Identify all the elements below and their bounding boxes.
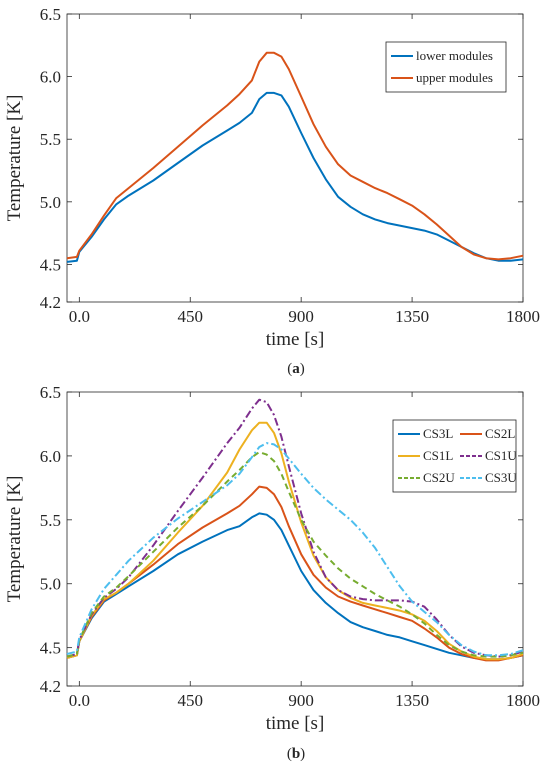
series-line-cs3u [66, 442, 524, 657]
x-tick-label: 0.0 [69, 691, 90, 710]
x-tick-label: 900 [288, 307, 314, 326]
legend-label: upper modules [416, 70, 493, 85]
x-tick-label: 450 [177, 691, 203, 710]
x-tick-label: 1800 [506, 307, 540, 326]
y-tick-label: 4.2 [40, 293, 61, 312]
x-tick-label: 1800 [506, 691, 540, 710]
chart-panel-a: 0.0 450 900 1350 1800 4.2 4.5 5.0 5.5 6.0 6.5 time … [4, 5, 540, 350]
x-tick-label: 900 [288, 691, 314, 710]
series-line-cs1l [66, 421, 524, 661]
legend-label: lower modules [416, 48, 493, 63]
y-tick-label: 6.5 [40, 383, 61, 402]
legend-label: CS1U [485, 448, 517, 463]
y-tick-label: 5.5 [40, 511, 61, 530]
legend-label: CS3L [423, 426, 453, 441]
y-tick-label: 4.5 [40, 639, 61, 658]
y-tick-label: 6.0 [40, 447, 61, 466]
y-tick-label: 4.5 [40, 255, 61, 274]
y-tick-label: 5.0 [40, 575, 61, 594]
series-line-cs1u [66, 398, 524, 658]
x-tick-label: 1350 [395, 307, 429, 326]
x-tick-label: 1350 [395, 691, 429, 710]
y-tick-label: 5.0 [40, 193, 61, 212]
x-tick-label: 0.0 [69, 307, 90, 326]
series-line-lower-modules [66, 91, 524, 263]
y-tick-label: 6.0 [40, 68, 61, 87]
x-axis-label: time [s] [266, 713, 325, 734]
legend-label: CS2U [423, 470, 455, 485]
series-line-cs3l [66, 512, 524, 661]
series-line-upper-modules [66, 51, 524, 261]
legend-box [385, 41, 507, 93]
caption-a: (a) [287, 361, 305, 377]
y-tick-label: 6.5 [40, 5, 61, 24]
y-tick-label: 4.2 [40, 677, 61, 696]
legend-label: CS3U [485, 470, 517, 485]
y-tick-label: 5.5 [40, 130, 61, 149]
y-axis-label: Temperature [K] [4, 95, 25, 222]
legend-label: CS1L [423, 448, 453, 463]
caption-b: (b) [287, 746, 305, 762]
y-axis-label: Temperature [K] [4, 476, 25, 603]
chart-panel-b: 0.0 450 900 1350 1800 4.2 4.5 5.0 5.5 6.0 6.5 time … [4, 383, 540, 734]
x-axis-label: time [s] [266, 329, 325, 350]
x-tick-label: 450 [177, 307, 203, 326]
legend-label: CS2L [485, 426, 515, 441]
